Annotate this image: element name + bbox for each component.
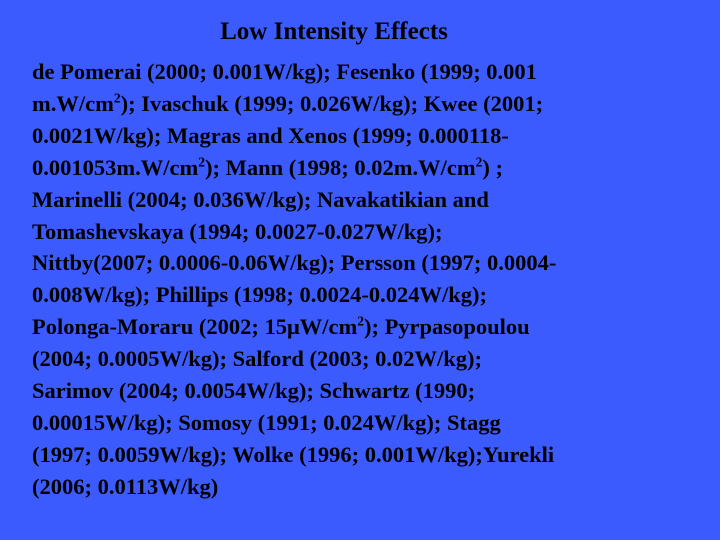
text-line: de Pomerai (2000; 0.001W/kg); Fesenko (1…: [32, 59, 537, 84]
text-line: Tomashevskaya (1994; 0.0027-0.027W/kg);: [32, 218, 443, 244]
text-line: (2006; 0.0113W/kg): [32, 473, 219, 499]
superscript: 2: [357, 313, 364, 329]
text-line: Polonga-Moraru (2002; 15μW/cm2); Pyrpaso…: [32, 313, 530, 340]
superscript: 2: [475, 154, 483, 170]
text-line: 0.001053m.W/cm2); Mann (1998; 0.02m.W/cm…: [32, 154, 503, 180]
text-line: m.W/cm2); Ivaschuk (1999; 0.026W/kg); Kw…: [32, 90, 544, 116]
text-line: 0.008W/kg); Phillips (1998; 0.0024-0.024…: [32, 282, 488, 308]
text-line: (1997; 0.0059W/kg); Wolke (1996; 0.001W/…: [32, 441, 555, 467]
text-line: Sarimov (2004; 0.0054W/kg); Schwartz (19…: [32, 378, 476, 404]
text-line: 0.0021W/kg); Magras and Xenos (1999; 0.0…: [32, 122, 509, 148]
text-line: Marinelli (2004; 0.036W/kg); Navakatikia…: [32, 186, 489, 212]
citation-paragraph: de Pomerai (2000; 0.001W/kg); Fesenko (1…: [32, 56, 702, 503]
superscript: 2: [198, 154, 205, 170]
text-line: Nittby(2007; 0.0006-0.06W/kg); Persson (…: [32, 250, 557, 276]
slide-title: Low Intensity Effects: [220, 18, 448, 45]
text-line: 0.00015W/kg); Somosy (1991; 0.024W/kg); …: [32, 409, 501, 435]
text-line: (2004; 0.0005W/kg); Salford (2003; 0.02W…: [32, 346, 482, 372]
superscript: 2: [113, 90, 121, 106]
